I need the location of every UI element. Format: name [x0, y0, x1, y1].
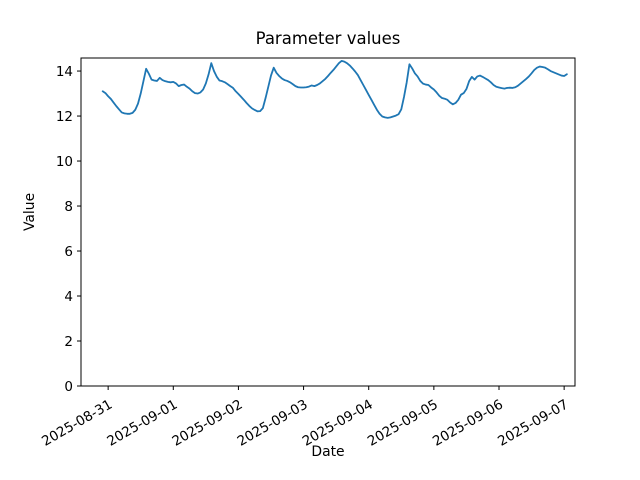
x-tick-label: 2025-09-07: [495, 397, 571, 450]
axes-frame: [80, 57, 576, 387]
y-tick-label: 14: [56, 64, 73, 80]
y-tick-label: 6: [64, 244, 73, 260]
y-tick-label: 8: [64, 199, 73, 215]
x-tick-label: 2025-08-31: [39, 397, 115, 450]
x-axis-label: Date: [311, 444, 345, 460]
chart-title: Parameter values: [255, 29, 401, 48]
series-line: [101, 60, 568, 119]
x-tick-label: 2025-09-01: [104, 397, 180, 450]
x-tick-label: 2025-09-03: [235, 397, 311, 450]
x-tick-label: 2025-09-04: [300, 397, 376, 450]
y-tick-label: 0: [64, 379, 73, 395]
y-tick-label: 2: [64, 334, 73, 350]
x-tick-label: 2025-09-02: [169, 397, 245, 450]
y-tick-label: 12: [56, 109, 73, 125]
x-tick-label: 2025-09-05: [365, 397, 441, 450]
x-tick-label: 2025-09-06: [430, 397, 506, 450]
y-tick-label: 4: [64, 289, 73, 305]
y-tick-label: 10: [56, 154, 73, 170]
